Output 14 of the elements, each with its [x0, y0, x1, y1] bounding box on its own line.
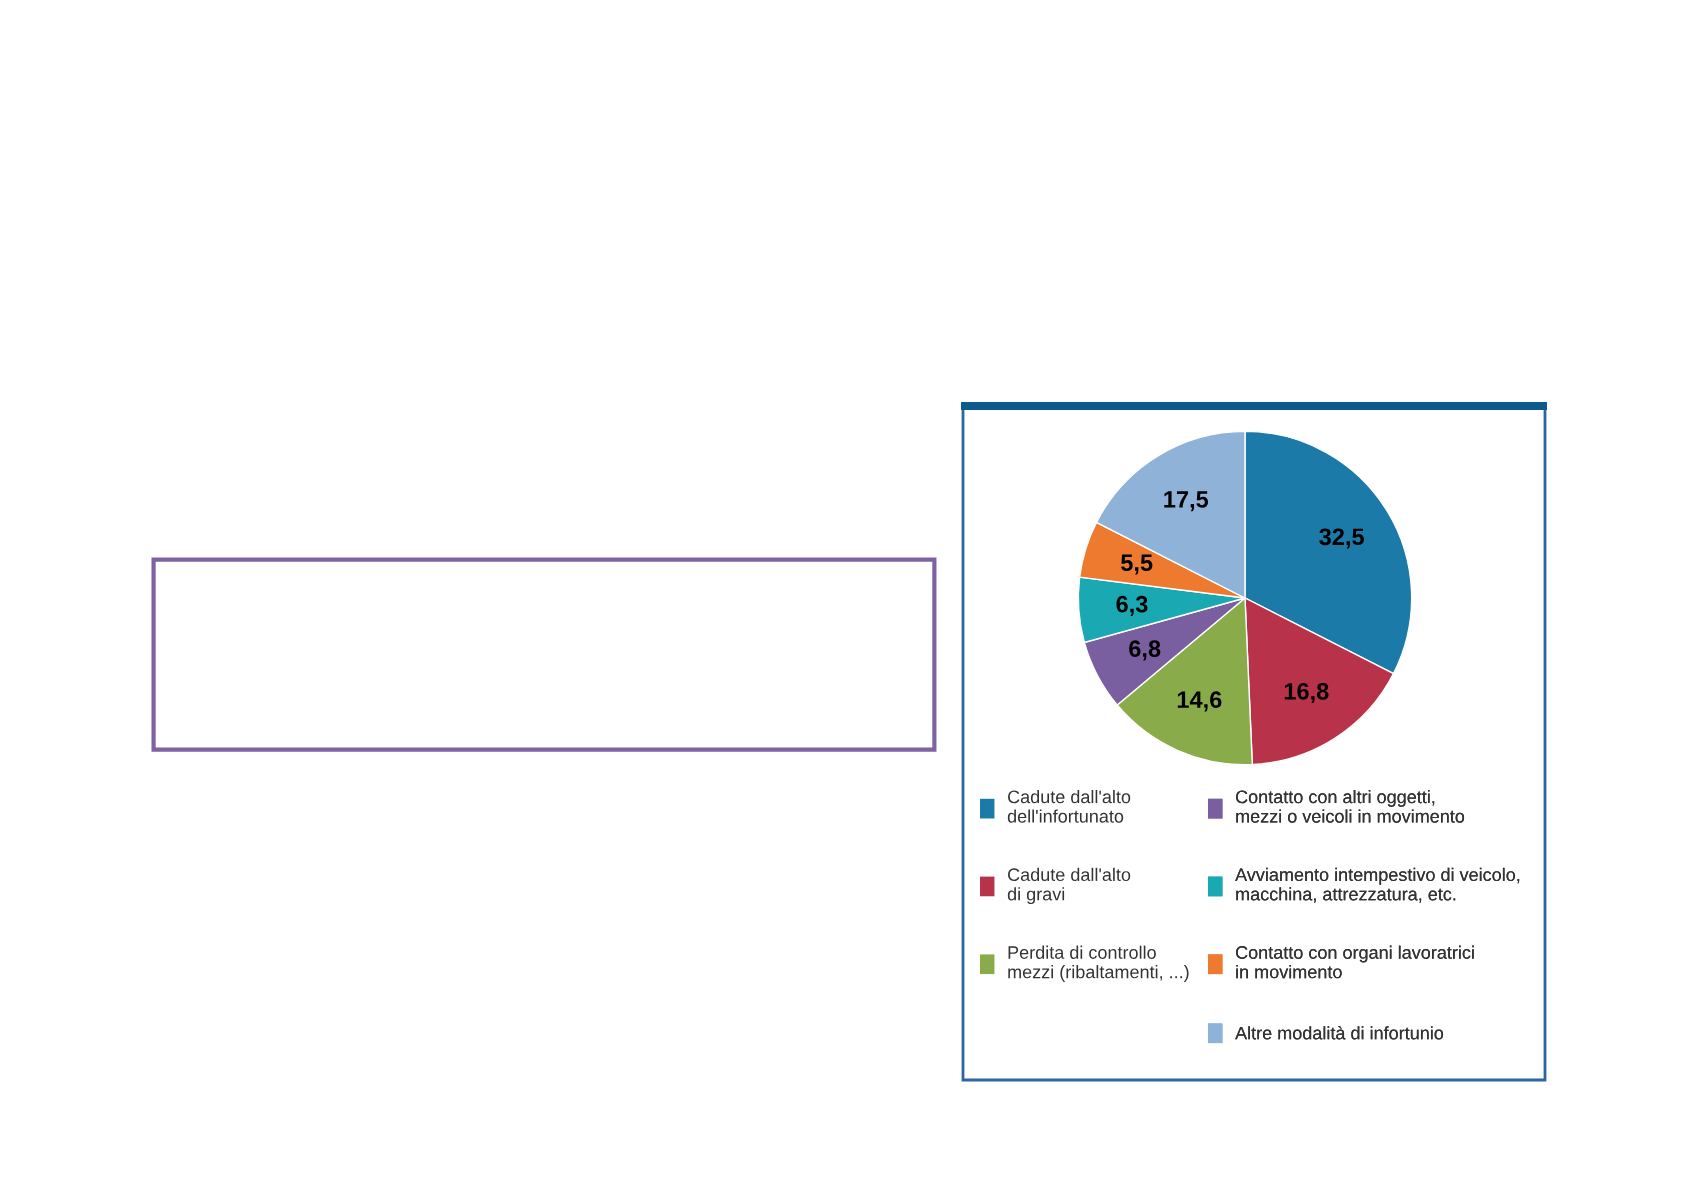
legend-label: Avviamento intempestivo di veicolo, macchina, attrezzatura, etc.: [1235, 867, 1520, 903]
legend-label: Contatto con altri oggetti, mezzi o veicoli in movimento: [1236, 790, 1465, 823]
data-label: 17,5: [1164, 491, 1209, 512]
legend-label: Cadute dall'alto di gravi: [1007, 867, 1131, 905]
legend-label: Perdita di controllo mezzi (ribaltamenti, ...): [1008, 945, 1189, 982]
data-label: 6,8: [1129, 640, 1161, 661]
data-label: 5,5: [1120, 554, 1153, 575]
legend-label: Contatto con organi lavoratrici in movimento: [1236, 945, 1474, 979]
data-label: 6,3: [1116, 595, 1148, 616]
legend-label: Altre modalità di infortunio: [1235, 1026, 1444, 1040]
data-label: 32,5: [1319, 528, 1364, 549]
legend-label: Cadute dall'alto dell'infortunato: [1007, 790, 1131, 823]
data-label: 16,8: [1284, 682, 1329, 704]
data-label: 14,6: [1177, 691, 1222, 712]
